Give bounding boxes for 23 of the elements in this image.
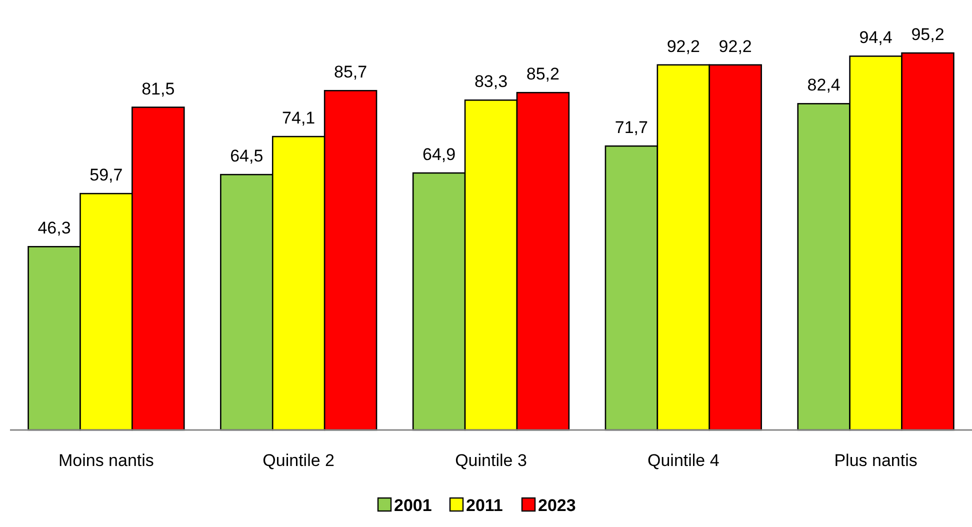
data-label: 46,3 xyxy=(38,218,71,238)
x-tick-label: Quintile 3 xyxy=(455,451,527,470)
data-label: 71,7 xyxy=(614,118,648,138)
legend-label: 2001 xyxy=(394,496,432,515)
data-label: 64,5 xyxy=(230,146,264,166)
data-label: 92,2 xyxy=(718,36,752,56)
data-label: 74,1 xyxy=(282,108,316,128)
data-label: 85,2 xyxy=(526,64,560,84)
legend-label: 2023 xyxy=(538,496,576,515)
data-label: 83,3 xyxy=(474,72,508,92)
data-label: 92,2 xyxy=(666,36,700,56)
data-label: 82,4 xyxy=(807,76,840,95)
legend-label: 2011 xyxy=(466,496,503,515)
x-tick-label: Quintile 4 xyxy=(647,451,720,470)
data-label: 64,9 xyxy=(422,144,456,164)
x-tick-label: Quintile 2 xyxy=(262,451,335,470)
x-tick-label: Moins nantis xyxy=(58,451,154,470)
data-label: 85,7 xyxy=(334,62,368,82)
data-label: 95,2 xyxy=(911,25,944,44)
data-label: 59,7 xyxy=(90,166,123,185)
data-label: 94,4 xyxy=(859,28,892,48)
x-tick-label: Plus nantis xyxy=(834,451,918,470)
data-label: 81,5 xyxy=(142,79,175,98)
